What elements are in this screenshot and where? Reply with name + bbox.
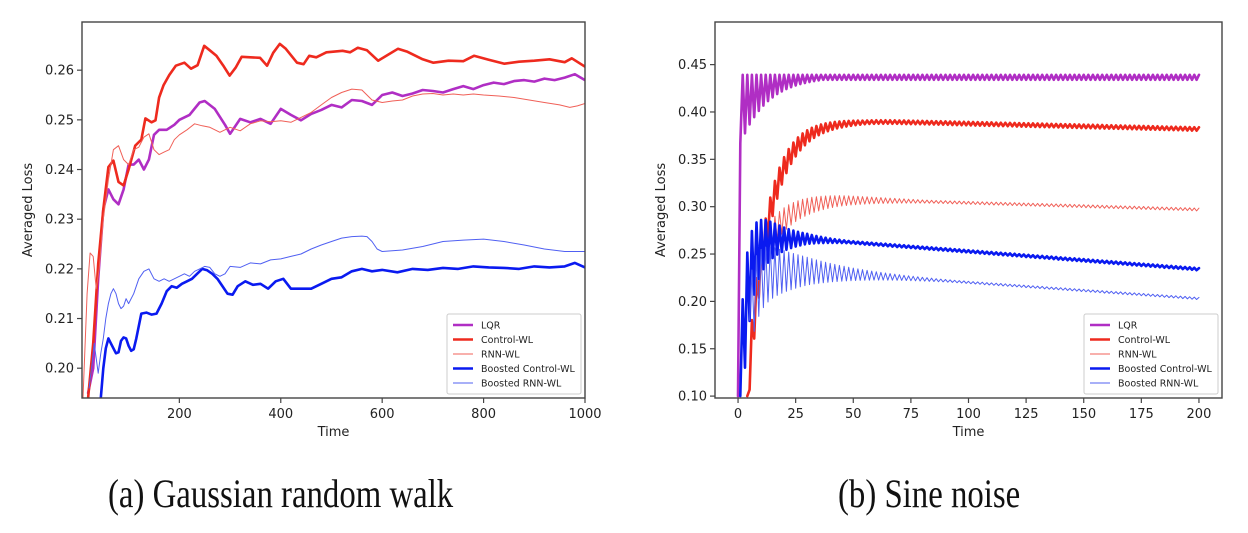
- plot-area: [82, 42, 585, 398]
- x-tick-label: 0: [734, 407, 742, 422]
- x-tick-label: 200: [167, 407, 192, 422]
- legend-label-rnn-wl: RNN-WL: [1118, 350, 1157, 361]
- x-tick-label: 100: [956, 407, 981, 422]
- y-tick-label: 0.20: [45, 362, 74, 377]
- chart-sine-noise: 0 25 50 75 100 125 150 175 200 0.10 0.15 0.20 0.25 0.…: [654, 21, 1223, 440]
- plot-frame: [81, 21, 586, 399]
- y-tick-label: 0.25: [45, 113, 74, 128]
- y-tick-label: 0.26: [45, 64, 74, 79]
- series-line-lqr: [86, 72, 585, 395]
- x-tick-label: 50: [845, 407, 862, 422]
- legend-label-control-wl: Control-WL: [1118, 335, 1171, 346]
- caption-gaussian-random-walk: (a) Gaussian random walk: [108, 471, 454, 516]
- series-line-rnn-wl: [82, 88, 585, 398]
- y-tick-label: 0.25: [678, 248, 707, 263]
- y-tick-label: 0.45: [678, 58, 707, 73]
- x-tick-label: 150: [1071, 407, 1096, 422]
- series-line-control-wl: [746, 119, 1201, 398]
- y-tick-label: 0.21: [45, 312, 74, 327]
- y-tick-label: 0.22: [45, 262, 74, 277]
- y-tick-label: 0.20: [678, 295, 707, 310]
- y-tick-label: 0.23: [45, 213, 74, 228]
- y-tick-label: 0.40: [678, 105, 707, 120]
- x-tick-label: 200: [1187, 407, 1212, 422]
- legend-label-boosted-rnn-wl: Boosted RNN-WL: [481, 379, 562, 390]
- caption-sine-noise: (b) Sine noise: [838, 471, 1021, 516]
- legend: LQR Control-WL RNN-WL Boosted Control-WL Boo…: [446, 313, 582, 395]
- series-line-boosted-control-wl: [739, 218, 1201, 398]
- series-line-lqr: [736, 73, 1201, 398]
- x-tick-label: 1000: [568, 407, 601, 422]
- legend-box: [446, 313, 582, 395]
- legend-label-lqr: LQR: [1118, 321, 1138, 332]
- x-axis-title: Time: [952, 425, 985, 440]
- x-tick-label: 800: [471, 407, 496, 422]
- legend-box: [1083, 313, 1219, 395]
- x-tick-label: 175: [1129, 407, 1154, 422]
- series-line-boosted-rnn-wl: [749, 246, 1200, 332]
- legend-label-rnn-wl: RNN-WL: [481, 350, 520, 361]
- series-line-rnn-wl: [751, 195, 1200, 294]
- x-tick-label: 400: [268, 407, 293, 422]
- y-tick-label: 0.35: [678, 153, 707, 168]
- chart-gaussian-random-walk: 200 400 600 800 1000 0.20 0.21 0.22 0.23 0.24 0.25…: [21, 21, 602, 440]
- x-tick-label: 125: [1014, 407, 1039, 422]
- series-line-control-wl: [86, 42, 585, 398]
- legend: LQR Control-WL RNN-WL Boosted Control-WL Boo…: [1083, 313, 1219, 395]
- legend-label-boosted-control-wl: Boosted Control-WL: [481, 364, 575, 375]
- legend-label-control-wl: Control-WL: [481, 335, 534, 346]
- legend-label-boosted-rnn-wl: Boosted RNN-WL: [1118, 379, 1199, 390]
- x-tick-label: 25: [787, 407, 804, 422]
- legend-label-lqr: LQR: [481, 321, 501, 332]
- y-tick-label: 0.24: [45, 163, 74, 178]
- y-axis-title: Averaged Loss: [654, 163, 669, 258]
- y-tick-label: 0.15: [678, 342, 707, 357]
- x-tick-label: 600: [370, 407, 395, 422]
- y-tick-label: 0.30: [678, 200, 707, 215]
- series-line-boosted-control-wl: [99, 261, 585, 398]
- legend-label-boosted-control-wl: Boosted Control-WL: [1118, 364, 1212, 375]
- series-line-boosted-rnn-wl: [88, 235, 585, 389]
- plot-area: [736, 73, 1201, 398]
- y-tick-label: 0.10: [678, 390, 707, 405]
- y-axis-title: Averaged Loss: [21, 163, 36, 258]
- x-axis-title: Time: [317, 425, 350, 440]
- x-tick-label: 75: [903, 407, 920, 422]
